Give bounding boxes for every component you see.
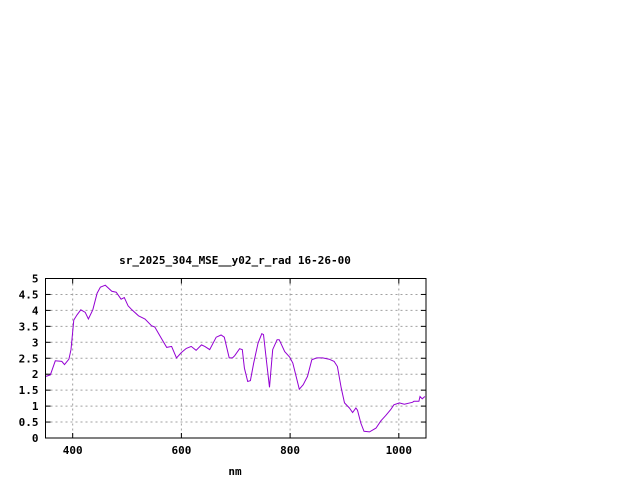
y-tick-label: 4 <box>32 304 39 317</box>
y-tick-label: 2 <box>32 368 39 381</box>
x-axis: 400 600 800 1000 <box>63 278 413 457</box>
x-axis-label: nm <box>228 465 242 478</box>
series-line <box>45 284 426 433</box>
y-tick-label: 3.5 <box>19 320 39 333</box>
y-tick-label: 0.5 <box>19 416 39 429</box>
x-tick-label: 800 <box>280 444 300 457</box>
y-tick-label: 2.5 <box>19 352 39 365</box>
x-tick-label: 1000 <box>386 444 413 457</box>
y-axis: 0 0.5 1 1.5 2 2.5 3 3.5 4 4.5 5 <box>19 273 426 445</box>
chart-title: sr_2025_304_MSE__y02_r_rad 16-26-00 <box>119 254 351 267</box>
y-tick-label: 1.5 <box>19 384 39 397</box>
plot-border <box>45 278 427 439</box>
x-tick-label: 600 <box>171 444 191 457</box>
y-tick-label: 5 <box>32 273 39 286</box>
grid <box>45 278 426 438</box>
y-tick-label: 1 <box>32 400 39 413</box>
y-tick-label: 4.5 <box>19 288 39 301</box>
x-tick-label: 400 <box>63 444 83 457</box>
y-tick-label: 0 <box>32 432 39 445</box>
y-tick-label: 3 <box>32 336 39 349</box>
